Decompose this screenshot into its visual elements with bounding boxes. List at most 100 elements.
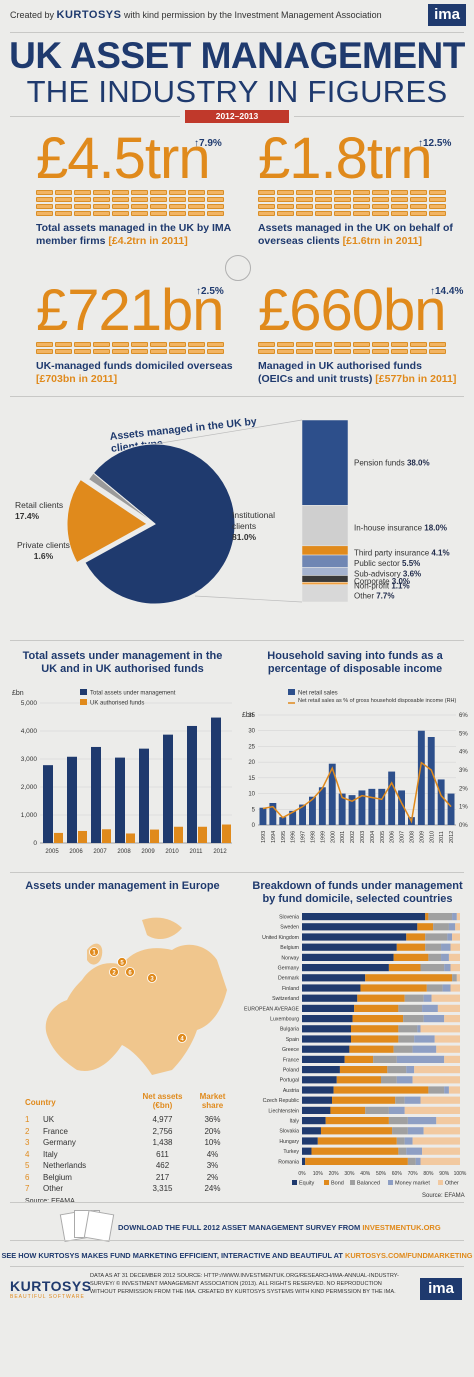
stacked-segment (339, 1066, 388, 1074)
stacked-segment (302, 1127, 321, 1135)
bar (348, 795, 356, 825)
category-label: Spain (286, 1037, 299, 1043)
bar (358, 790, 366, 825)
pie-slice (87, 472, 156, 525)
stacked-segment (431, 994, 460, 1002)
tick-label: 20 (248, 760, 255, 766)
stacked-segment (396, 1137, 405, 1145)
fundmarketing-link[interactable]: KURTOSYS.COM/FUNDMARKETING (344, 1251, 473, 1260)
stacked-segment (420, 1096, 460, 1104)
bar (427, 737, 435, 825)
coin-stack-item (93, 190, 110, 195)
tick-label: 2012 (213, 849, 227, 855)
stacked-segment (392, 1127, 408, 1135)
stacked-segment (412, 1076, 460, 1084)
bar (309, 796, 316, 825)
stacked-segment (398, 1147, 407, 1155)
coin-stack-item (207, 342, 224, 347)
stacked-segment (395, 1096, 405, 1104)
coin-stack-item (315, 190, 332, 195)
period-ribbon: 2012–2013 (185, 110, 289, 123)
coin-stack-item (334, 211, 351, 216)
table-row: 6 Belgium 217 2% (25, 1172, 235, 1184)
stacked-segment (428, 1086, 445, 1094)
category-label: Slovakia (279, 1129, 299, 1135)
stacked-segment (407, 1127, 424, 1135)
tick-label: 2007 (400, 831, 406, 843)
stacked-segment (417, 1025, 421, 1033)
footer-brand: KURTOSYS (10, 1278, 92, 1294)
pie-chart: Pension funds 38.0% In-house insurance 18… (66, 419, 450, 605)
bar (91, 746, 101, 843)
coin-stack-item (410, 342, 427, 347)
coin-stack-item (207, 349, 224, 354)
stacked-segment (302, 1157, 306, 1165)
breakdown-segment (301, 584, 349, 603)
coin-stack-item (55, 190, 72, 195)
coin-stack-item (258, 197, 275, 202)
divider (10, 872, 464, 873)
domicile-title: Breakdown of funds under management by f… (252, 880, 463, 905)
stacked-segment (406, 1066, 415, 1074)
bar (139, 748, 149, 843)
country-cell: Italy (43, 1149, 58, 1159)
kurtosys-brand[interactable]: KURTOSYS (56, 9, 122, 21)
category-label: Poland (283, 1068, 299, 1074)
breakdown-value: 1.1% (391, 581, 409, 590)
stacked-segment (398, 1035, 415, 1043)
stacked-segment (302, 1147, 312, 1155)
breakdown-label: Pension funds 38.0% (354, 459, 430, 468)
rank-cell: 7 (25, 1184, 30, 1193)
stacked-segment (302, 1066, 340, 1074)
stacked-segment (332, 1096, 396, 1104)
coin-stack-item (372, 190, 389, 195)
stacked-segment (437, 1004, 460, 1012)
share-cell: 2% (206, 1172, 219, 1182)
map-marker-label: 2 (112, 971, 116, 977)
coin-stack-item (315, 342, 332, 347)
aum-chart-title: Total assets under management in the UK … (22, 650, 223, 675)
stacked-segment (302, 974, 366, 982)
coin-stack-item (93, 197, 110, 202)
coin-stack-item (258, 204, 275, 209)
kurtosys-footer-logo[interactable]: KURTOSYS BEAUTIFUL SOFTWARE (10, 1278, 92, 1300)
tick-label: 0 (252, 823, 256, 829)
ima-logo[interactable]: ima (428, 4, 466, 26)
stat-description: UK-managed funds domiciled overseas [£703… (36, 360, 233, 385)
breakdown-value: 38.0% (407, 459, 430, 468)
coin-stack-item (131, 342, 148, 347)
table-row: 4 Italy 611 4% (25, 1149, 235, 1161)
coin-stack-item (74, 211, 91, 216)
ima-footer-logo[interactable]: ima (420, 1278, 462, 1300)
divider (10, 116, 180, 117)
coin-stack (36, 190, 226, 216)
permission-label: with kind permission by the Investment M… (123, 10, 382, 20)
share-cell: 3% (206, 1161, 219, 1170)
bar (289, 810, 297, 825)
coin-stack-item (112, 197, 129, 202)
stacked-segment (422, 1147, 460, 1155)
page-title: UK ASSET MANAGEMENT (9, 35, 465, 76)
pie-slice (84, 443, 236, 605)
map-marker (147, 973, 157, 983)
stacked-segment (450, 984, 460, 992)
bar (126, 833, 135, 843)
coin-stack-item (296, 197, 313, 202)
assets-cell: 3,315 (152, 1184, 173, 1193)
stat-value: £660bn (258, 278, 447, 343)
stacked-segment (428, 913, 453, 921)
table-row: 3 Germany 1,438 10% (25, 1137, 235, 1149)
download-link[interactable]: INVESTMENTUK.ORG (362, 1223, 441, 1232)
tick-label: 10% (313, 1171, 324, 1177)
coin-stack-item (277, 211, 294, 216)
breakdown-value: 7.7% (376, 591, 394, 600)
stacked-segment (302, 943, 397, 951)
stacked-segment (456, 974, 460, 982)
rank-cell: 3 (25, 1138, 30, 1147)
tick-label: 0% (298, 1171, 306, 1177)
coin-stack-item (36, 211, 53, 216)
atom-icon (225, 255, 251, 281)
tick-label: 3,000 (21, 756, 38, 763)
tick-label: 2010 (165, 849, 179, 855)
see-line: SEE HOW KURTOSYS MAKES FUND MARKETING EF… (1, 1251, 473, 1260)
